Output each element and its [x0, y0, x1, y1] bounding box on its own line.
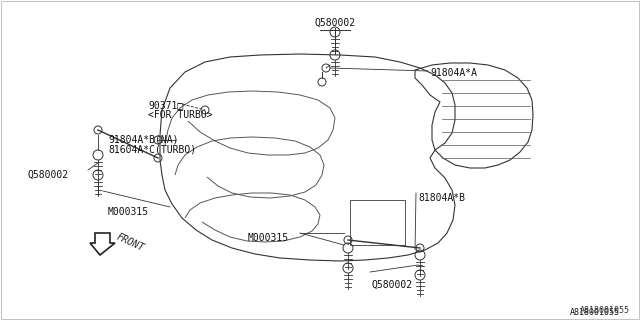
Text: 91804A*B(NA): 91804A*B(NA) [108, 135, 179, 145]
Text: 81804A*B: 81804A*B [418, 193, 465, 203]
Text: Q580002: Q580002 [314, 18, 356, 28]
Text: A818001055: A818001055 [580, 306, 630, 315]
Text: Q580002: Q580002 [372, 280, 413, 290]
Text: Q580002: Q580002 [28, 170, 69, 180]
Text: <FOR TURBO>: <FOR TURBO> [148, 110, 212, 120]
Text: A818001055: A818001055 [570, 308, 620, 317]
Text: 90371□: 90371□ [148, 100, 183, 110]
Text: 91804A*A: 91804A*A [430, 68, 477, 78]
Text: FRONT: FRONT [115, 231, 146, 253]
Bar [350, 200, 405, 245]
Text: M000315: M000315 [108, 207, 149, 217]
Text: M000315: M000315 [248, 233, 289, 243]
Text: 81604A*C(TURBO): 81604A*C(TURBO) [108, 145, 196, 155]
